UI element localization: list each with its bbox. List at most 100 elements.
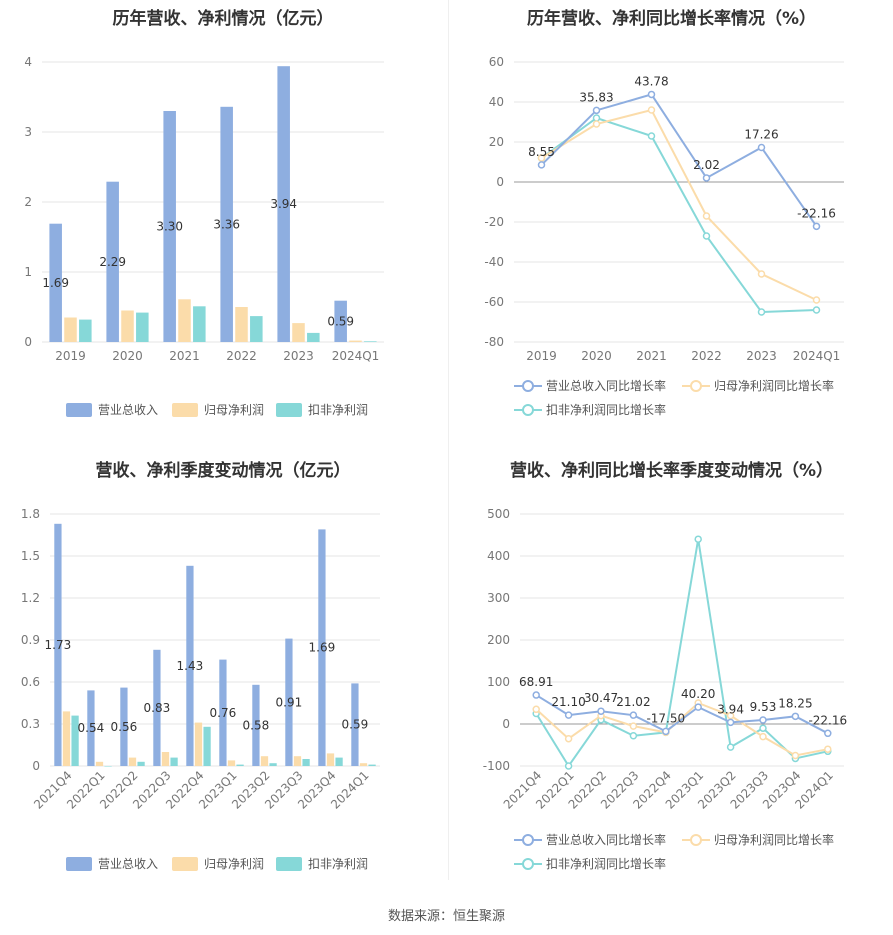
bar bbox=[163, 111, 176, 342]
data-label: -22.16 bbox=[808, 713, 847, 727]
y-tick-label: 500 bbox=[487, 507, 510, 521]
data-label: 0.56 bbox=[111, 720, 138, 734]
x-tick-label: 2021 bbox=[636, 349, 667, 363]
bar bbox=[219, 659, 227, 766]
bar bbox=[71, 715, 79, 766]
data-point bbox=[812, 222, 821, 231]
y-tick-label: -100 bbox=[483, 759, 510, 773]
bar bbox=[277, 66, 290, 342]
bar bbox=[349, 340, 362, 342]
bar bbox=[368, 764, 376, 766]
data-point bbox=[629, 722, 638, 730]
data-point bbox=[537, 161, 546, 169]
data-point bbox=[629, 732, 638, 740]
bar bbox=[359, 763, 368, 766]
bar bbox=[178, 299, 191, 342]
panel-divider bbox=[448, 0, 449, 880]
bar bbox=[302, 759, 310, 766]
bar bbox=[193, 306, 206, 342]
chart-title: 历年营收、净利情况（亿元） bbox=[112, 9, 334, 29]
y-tick-label: 1.2 bbox=[21, 591, 40, 605]
bar bbox=[106, 181, 119, 342]
legend-label: 归母净利润同比增长率 bbox=[714, 832, 834, 847]
data-point bbox=[592, 106, 601, 115]
quarterly-growth-chart: 营收、净利同比增长率季度变动情况（%） 500 400 300 200 100 0 -100… bbox=[450, 452, 893, 892]
legend-marker bbox=[690, 834, 702, 846]
data-label: -17.50 bbox=[646, 711, 685, 725]
y-tick-label: -20 bbox=[484, 215, 504, 229]
legend-label: 营业总收入 bbox=[98, 857, 158, 871]
y-tick-label: 40 bbox=[489, 95, 504, 109]
data-point bbox=[757, 270, 766, 278]
data-label: 2.29 bbox=[99, 255, 126, 269]
y-tick-label: 0 bbox=[502, 717, 510, 731]
data-point bbox=[759, 732, 767, 741]
y-tick-label: 4 bbox=[24, 55, 32, 69]
y-tick-label: 200 bbox=[487, 633, 510, 647]
series-line bbox=[540, 108, 817, 301]
data-label: 0.59 bbox=[327, 314, 354, 328]
series-line bbox=[535, 539, 829, 768]
data-point bbox=[647, 132, 656, 140]
data-point bbox=[812, 296, 821, 304]
bar bbox=[326, 753, 335, 766]
data-label: 0.76 bbox=[210, 706, 237, 720]
bar bbox=[250, 316, 263, 342]
bar bbox=[335, 757, 343, 766]
x-tick-label: 2023 bbox=[283, 349, 314, 363]
legend-marker bbox=[522, 380, 534, 392]
data-point bbox=[702, 212, 711, 220]
chart-title: 营收、净利同比增长率季度变动情况（%） bbox=[509, 461, 834, 481]
x-tick-label: 2019 bbox=[526, 349, 557, 363]
data-point bbox=[694, 535, 702, 543]
bar bbox=[170, 757, 178, 766]
data-point bbox=[532, 705, 540, 714]
data-label: 1.43 bbox=[177, 659, 204, 673]
x-tick-label: 2022 bbox=[226, 349, 257, 363]
y-tick-label: 3 bbox=[24, 125, 32, 139]
bar bbox=[153, 649, 161, 766]
y-tick-label: -60 bbox=[484, 295, 504, 309]
data-point bbox=[564, 762, 573, 770]
bar bbox=[269, 763, 277, 766]
y-tick-label: 400 bbox=[487, 549, 510, 563]
data-label: 1.69 bbox=[309, 641, 336, 655]
legend-label: 归母净利润 bbox=[204, 857, 264, 871]
data-point bbox=[759, 724, 767, 732]
legend-label: 扣非净利润同比增长率 bbox=[546, 402, 666, 417]
legend-marker bbox=[522, 404, 534, 416]
y-tick-label: -40 bbox=[484, 255, 504, 269]
y-tick-label: -80 bbox=[484, 335, 504, 349]
data-label: 3.30 bbox=[156, 220, 183, 234]
bar bbox=[260, 756, 269, 766]
annual-revenue-profit-chart: 历年营收、净利情况（亿元） 0 1 2 3 4 2019 2020 2021 2022 2023 2… bbox=[0, 0, 446, 430]
bar bbox=[104, 766, 112, 767]
y-tick-label: 100 bbox=[487, 675, 510, 689]
data-point bbox=[812, 306, 821, 314]
legend-swatch bbox=[172, 403, 198, 417]
chart-title: 营收、净利季度变动情况（亿元） bbox=[95, 461, 351, 481]
bar bbox=[307, 332, 320, 342]
y-tick-label: 20 bbox=[489, 135, 504, 149]
data-label: -22.16 bbox=[797, 206, 836, 220]
data-source: 数据来源：恒生聚源 bbox=[387, 909, 505, 924]
series-line bbox=[535, 701, 828, 757]
data-label: 35.83 bbox=[579, 90, 613, 104]
x-tick-label: 2021 bbox=[169, 349, 200, 363]
x-tick-label: 2019 bbox=[55, 349, 86, 363]
legend-label: 归母净利润 bbox=[204, 403, 264, 417]
legend-swatch bbox=[172, 857, 198, 871]
bar bbox=[54, 523, 62, 766]
bar bbox=[364, 341, 377, 342]
bar bbox=[128, 757, 137, 766]
legend-label: 归母净利润同比增长率 bbox=[714, 378, 834, 393]
bar bbox=[95, 761, 104, 766]
bar bbox=[292, 323, 305, 342]
data-point bbox=[597, 707, 605, 715]
legend-label: 扣非净利润同比增长率 bbox=[546, 856, 666, 871]
data-label: 0.54 bbox=[78, 721, 105, 735]
data-label: 40.20 bbox=[681, 687, 715, 701]
x-tick-label: 2022 bbox=[691, 349, 722, 363]
y-tick-label: 60 bbox=[489, 55, 504, 69]
annual-revenue-profit-svg: 0 1 2 3 4 2019 2020 2021 2022 2023 2024Q1 1.69 2.29 3… bbox=[24, 55, 384, 417]
